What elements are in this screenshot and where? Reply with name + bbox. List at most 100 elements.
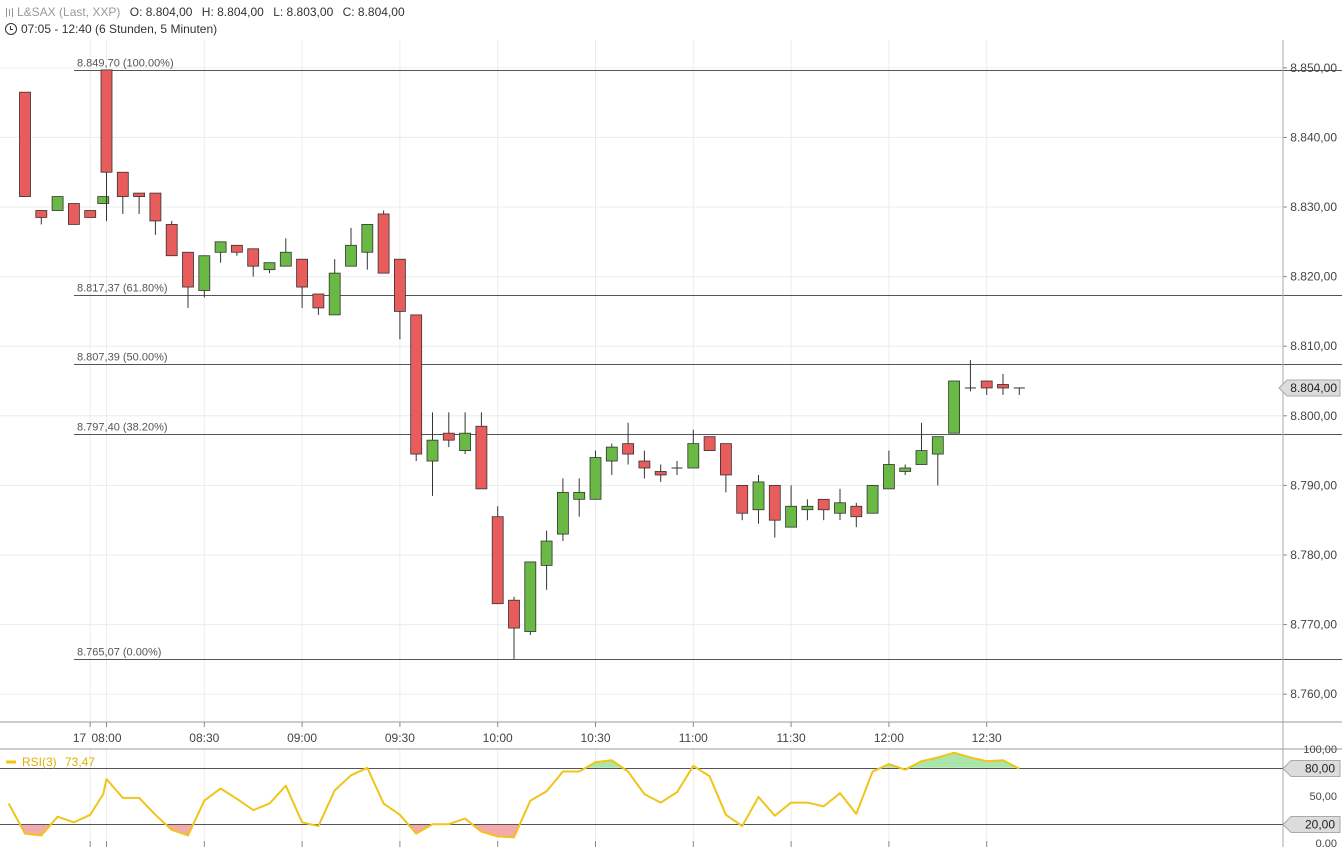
candle-down xyxy=(475,425,488,490)
candle-down xyxy=(247,248,260,267)
candle-down xyxy=(312,293,325,309)
high-value: H: 8.804,00 xyxy=(201,5,264,19)
candle-down xyxy=(508,599,520,629)
candle-up xyxy=(328,272,341,316)
candle-up xyxy=(97,196,110,204)
candle-up xyxy=(899,467,912,472)
candle-down xyxy=(768,484,781,521)
candle-down xyxy=(720,443,732,476)
candle-up xyxy=(51,196,64,211)
instrument-name: L&SAX (Last, XXP) xyxy=(17,5,121,19)
candle-up xyxy=(931,436,944,455)
fib-label: 8.765,07 (0.00%) xyxy=(77,647,161,659)
candles xyxy=(19,69,1025,659)
candle-down xyxy=(149,192,162,222)
x-tick-label: 09:00 xyxy=(287,731,317,745)
candle-up xyxy=(524,561,537,632)
rsi-y-tick-label: 0,00 xyxy=(1316,838,1337,847)
candle-up xyxy=(573,491,586,500)
candle-up xyxy=(557,491,569,535)
x-tick-label: 09:30 xyxy=(385,731,415,745)
candle-up xyxy=(866,484,879,514)
fib-label: 8.817,37 (61.80%) xyxy=(77,283,168,295)
y-tick-label: 8.840,00 xyxy=(1290,130,1337,144)
candle-up xyxy=(605,446,618,462)
candle-down xyxy=(442,432,455,441)
candle-down xyxy=(230,244,243,253)
y-tick-label: 8.850,00 xyxy=(1290,61,1337,75)
candle-up xyxy=(198,255,211,291)
candle-down xyxy=(393,258,406,312)
last-price-tag xyxy=(1278,379,1341,397)
candle-down xyxy=(68,203,80,225)
rsi-level-tag xyxy=(1282,760,1341,777)
candle-up xyxy=(459,432,472,451)
candle-up xyxy=(345,244,357,267)
x-tick-label: 08:30 xyxy=(189,731,219,745)
candle-up xyxy=(915,450,928,465)
y-tick-label: 8.800,00 xyxy=(1290,409,1337,423)
x-tick-label: 11:00 xyxy=(679,731,708,745)
candle-up xyxy=(279,251,292,267)
y-tick-label: 8.790,00 xyxy=(1290,478,1337,492)
fib-label: 8.849,70 (100.00%) xyxy=(77,58,174,70)
candle-down xyxy=(296,258,309,288)
last-price-label: 8.804,00 xyxy=(1290,381,1337,395)
rsi-y-tick-label: 50,00 xyxy=(1309,791,1337,803)
candle-down xyxy=(997,384,1009,389)
candle-down xyxy=(100,69,113,173)
candlestick-logo-icon xyxy=(6,8,13,17)
grid xyxy=(0,40,1283,843)
candle-up xyxy=(214,241,227,253)
rsi-oversold-area xyxy=(19,824,744,838)
candle-down xyxy=(654,471,667,476)
y-tick-label: 8.780,00 xyxy=(1290,548,1337,562)
candle-down xyxy=(491,516,504,605)
candle-up xyxy=(801,505,814,511)
candle-down xyxy=(817,498,830,511)
candle-down xyxy=(850,505,863,518)
rsi-y-tick-label: 100,00 xyxy=(1303,744,1337,756)
candle-up xyxy=(687,443,700,469)
low-value: L: 8.803,00 xyxy=(273,5,334,19)
x-tick-label: 11:30 xyxy=(777,731,806,745)
candle-up xyxy=(883,464,895,490)
x-tick-label: 12:30 xyxy=(972,731,1002,745)
candle-down xyxy=(19,91,31,197)
y-tick-label: 8.820,00 xyxy=(1290,270,1337,284)
clock-icon xyxy=(5,23,17,35)
x-tick-label: 10:30 xyxy=(580,731,610,745)
y-tick-label: 8.810,00 xyxy=(1290,339,1337,353)
x-tick-label: 12:00 xyxy=(874,731,904,745)
candle-down xyxy=(703,436,716,451)
candle-down xyxy=(182,251,194,288)
candle-down xyxy=(638,460,651,469)
x-tick-label: 08:00 xyxy=(91,731,121,745)
candle-down xyxy=(133,192,146,197)
rsi-legend-value: 73,47 xyxy=(65,755,95,769)
candle-up xyxy=(785,505,797,528)
x-tick-label: 17 xyxy=(73,731,87,745)
rsi-level-label: 80,00 xyxy=(1305,762,1335,776)
candle-down xyxy=(736,484,749,514)
time-range: 07:05 - 12:40 (6 Stunden, 5 Minuten) xyxy=(21,22,218,36)
rsi-legend-label: RSI(3) xyxy=(22,755,57,769)
candle-up xyxy=(426,439,439,462)
candle-down xyxy=(980,380,993,389)
rsi-line xyxy=(7,751,1020,839)
candle-up xyxy=(540,540,553,566)
candle-up xyxy=(834,502,846,514)
fib-label: 8.797,40 (38.20%) xyxy=(77,422,168,434)
candle-down xyxy=(35,210,48,218)
fibonacci-levels: 8.849,70 (100.00%) 8.817,37 (61.80%) 8.807… xyxy=(74,58,1342,660)
y-tick-label: 8.830,00 xyxy=(1290,200,1337,214)
candle-up xyxy=(263,262,276,271)
candle-down xyxy=(377,213,390,274)
candle-down xyxy=(165,224,178,257)
candle-up xyxy=(589,457,602,500)
chart-header-instrument: L&SAX (Last, XXP) O: 8.804,00 H: 8.804,0… xyxy=(5,5,411,19)
chart-header-range: 07:05 - 12:40 (6 Stunden, 5 Minuten) xyxy=(5,22,217,36)
axes: 8.760,00 8.770,00 8.780,00 8.790,00 8.800,00… xyxy=(0,40,1342,847)
candle-down xyxy=(116,171,129,197)
